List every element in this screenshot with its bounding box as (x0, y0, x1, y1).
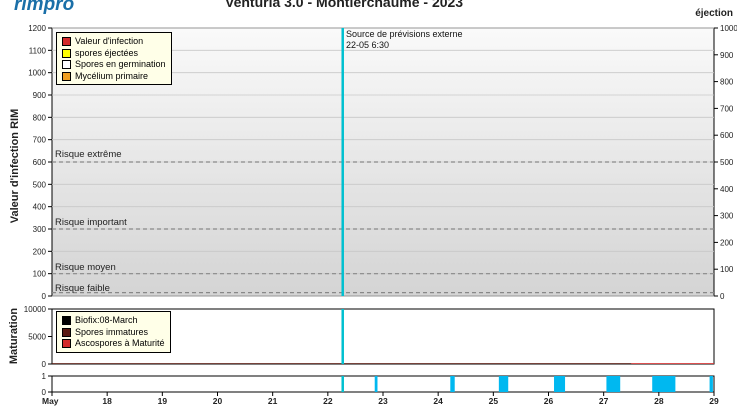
xtick-label-1: 18 (102, 396, 112, 406)
legend-item-biofix: Biofix:08-March (62, 315, 165, 327)
legend-swatch-immature (62, 327, 71, 337)
maturation-ytick-label-0: 0 (42, 360, 47, 369)
xtick-label-12: 29 (709, 396, 719, 406)
main-ytick-label-600: 600 (33, 158, 47, 167)
maturation-area-1 (631, 363, 714, 364)
legend-item-germinating: Spores en germination (62, 59, 166, 71)
xtick-label-7: 24 (433, 396, 443, 406)
maturation-ytick-label-10000: 10000 (24, 305, 47, 314)
risk-label-moyen: Risque moyen (55, 262, 116, 273)
legend-item-mycelium: Mycélium primaire (62, 71, 166, 83)
legend-swatch-ejected (62, 48, 71, 58)
wetness-bar-5 (652, 376, 676, 392)
legend-item-ejected: spores éjectées (62, 48, 166, 60)
main-ytick-label-1100: 1100 (29, 46, 47, 55)
xtick-label-6: 23 (378, 396, 388, 406)
main-ytick-label-100: 100 (33, 270, 47, 279)
main-ytick-label-500: 500 (33, 180, 47, 189)
legend-item-mature: Ascospores à Maturité (62, 338, 165, 350)
right-ytick-label-600: 600 (720, 131, 734, 140)
right-ytick-label-800: 800 (720, 78, 734, 87)
infection-legend: Valeur d'infection spores éjectées Spore… (56, 32, 172, 85)
right-ytick-label-400: 400 (720, 185, 734, 194)
legend-swatch-biofix (62, 316, 71, 326)
main-ytick-label-0: 0 (42, 292, 47, 301)
legend-item-immature: Spores immatures (62, 327, 165, 339)
xtick-label-8: 25 (489, 396, 499, 406)
right-ytick-label-700: 700 (720, 104, 734, 113)
legend-swatch-mature (62, 339, 71, 349)
rimpro-logo: rimpro (14, 0, 75, 15)
maturation-ytick-label-5000: 5000 (28, 333, 46, 342)
main-ytick-label-1200: 1200 (28, 24, 46, 33)
legend-swatch-infection (62, 37, 71, 47)
maturation-y-axis-title: Maturation (8, 307, 20, 365)
legend-label-infection: Valeur d'infection (75, 36, 144, 46)
xtick-label-5: 22 (323, 396, 333, 406)
xtick-label-2: 19 (158, 396, 168, 406)
wetness-bar-4 (606, 376, 621, 392)
legend-label-germinating: Spores en germination (75, 59, 166, 69)
xtick-label-11: 28 (654, 396, 664, 406)
main-ytick-label-900: 900 (33, 91, 47, 100)
wetness-bar-1 (450, 376, 455, 392)
forecast-annotation-line1: Source de prévisions externe (346, 29, 463, 39)
right-ytick-label-0: 0 (720, 292, 725, 301)
legend-label-ejected: spores éjectées (75, 47, 139, 58)
main-ytick-label-700: 700 (33, 136, 47, 145)
right-ytick-label-300: 300 (720, 212, 734, 221)
right-ytick-label-200: 200 (720, 238, 734, 247)
maturation-legend: Biofix:08-March Spores immatures Ascospo… (56, 311, 171, 353)
legend-swatch-germinating (62, 60, 71, 70)
legend-label-mature: Ascospores à Maturité (75, 338, 165, 348)
xtick-label-10: 27 (599, 396, 609, 406)
xtick-label-4: 21 (268, 396, 278, 406)
wetness-bar-2 (498, 376, 509, 392)
legend-swatch-mycelium (62, 71, 71, 81)
legend-label-immature: Spores immatures (75, 326, 149, 337)
wetness-bar-0 (374, 376, 378, 392)
xtick-label-9: 26 (544, 396, 554, 406)
risk-label-important: Risque important (55, 217, 127, 228)
legend-label-mycelium: Mycélium primaire (75, 70, 149, 81)
wetness-ytick-label-1: 1 (42, 372, 47, 381)
right-ytick-label-900: 900 (720, 51, 734, 60)
main-ytick-label-200: 200 (33, 247, 47, 256)
right-ytick-label-500: 500 (720, 158, 734, 167)
main-ytick-label-400: 400 (33, 203, 47, 212)
xtick-label-0: May (42, 396, 59, 406)
legend-label-biofix: Biofix:08-March (75, 315, 138, 325)
right-ytick-label-1000: 1000 (720, 24, 737, 33)
main-ytick-label-300: 300 (33, 225, 47, 234)
main-ytick-label-1000: 1000 (28, 69, 46, 78)
main-y-axis-title: Valeur d'infection RIM (9, 108, 21, 224)
xtick-label-3: 20 (213, 396, 223, 406)
risk-label-faible: Risque faible (55, 283, 110, 294)
main-ytick-label-800: 800 (33, 113, 47, 122)
forecast-annotation: Source de prévisions externe 22-05 6:30 (346, 29, 463, 51)
forecast-annotation-line2: 22-05 6:30 (346, 40, 390, 50)
risk-label-extreme: Risque extrême (55, 149, 122, 160)
right-ytick-label-100: 100 (720, 265, 734, 274)
wetness-ytick-label-0: 0 (42, 388, 47, 397)
legend-item-infection: Valeur d'infection (62, 36, 166, 48)
right-axis-title: éjection (695, 8, 733, 19)
wetness-bar-3 (554, 376, 566, 392)
wetness-bar-6 (709, 376, 713, 392)
chart-title: Venturia 3.0 - Montierchaume - 2023 (225, 0, 464, 10)
